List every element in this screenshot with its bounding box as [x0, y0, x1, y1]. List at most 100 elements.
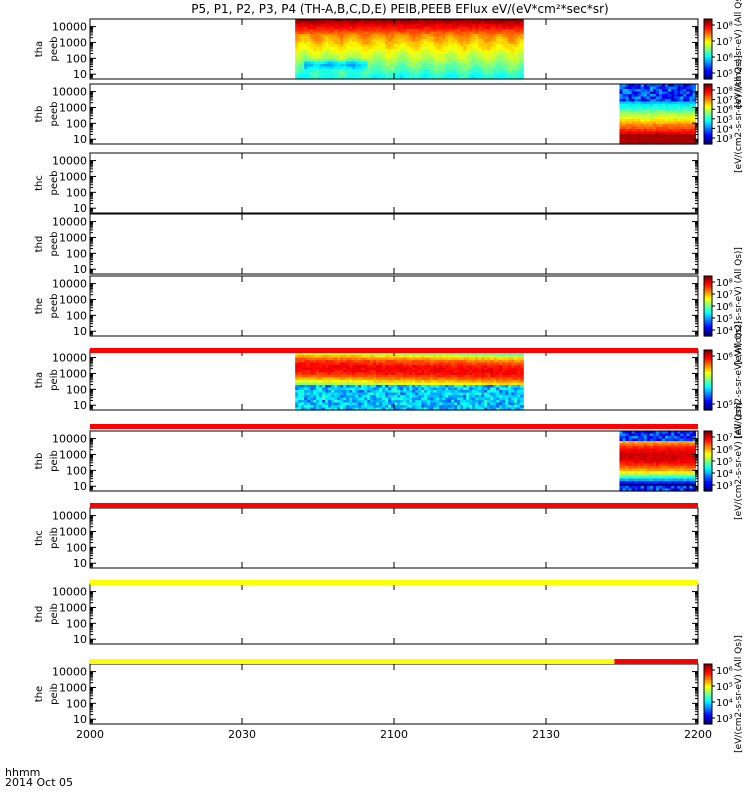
colorbar-tick-label: 10⁵: [716, 400, 733, 411]
spectrogram-cell: [680, 141, 684, 145]
y-tick-label: 100: [66, 383, 87, 396]
spectrogram-cell: [334, 382, 338, 386]
spectrogram-cell: [643, 141, 648, 145]
spectrogram-cell: [496, 402, 500, 406]
spectrogram-cell: [625, 478, 630, 482]
spectrogram-cell: [457, 397, 461, 401]
spectrogram-cell: [403, 365, 407, 369]
spectrogram-cell: [349, 400, 353, 404]
spectrogram-cell: [388, 375, 392, 379]
spectrogram-cell: [334, 380, 338, 384]
spectrogram-cell: [469, 59, 473, 63]
spectrogram-cell: [463, 392, 467, 396]
spectrogram-cell: [340, 387, 344, 391]
spectrogram-cell: [448, 360, 452, 364]
spectrogram-cell: [433, 21, 437, 25]
spectrogram-cell: [475, 402, 479, 406]
spectrogram-cell: [472, 352, 476, 356]
spectrogram-cell: [316, 41, 320, 45]
spectrogram-cell: [649, 109, 654, 113]
spectrogram-cell: [310, 395, 314, 399]
spectrogram-cell: [466, 400, 470, 404]
spectrogram-cell: [382, 355, 386, 359]
spectrogram-cell: [658, 86, 663, 90]
spectrogram-cell: [463, 372, 467, 376]
spectrogram-cell: [490, 64, 494, 68]
spectrogram-cell: [637, 104, 642, 108]
spectrogram-cell: [385, 370, 389, 374]
spectrogram-cell: [433, 365, 437, 369]
spectrogram-cell: [382, 380, 386, 384]
spectrogram-cell: [668, 96, 672, 100]
spectrogram-cell: [343, 29, 347, 33]
spectrogram-cell: [496, 407, 500, 411]
spectrogram-cell: [469, 19, 473, 23]
colorbar-cell: [704, 116, 712, 119]
spectrogram-cell: [304, 400, 308, 404]
spectrogram-cell: [307, 372, 311, 376]
spectrogram-cell: [352, 54, 356, 58]
spectrogram-cell: [316, 395, 320, 399]
spectrogram-cell: [397, 41, 401, 45]
spectrogram-cell: [340, 51, 344, 55]
spectrogram-cell: [355, 49, 359, 53]
spectrogram-cell: [475, 365, 479, 369]
panel-frame: [89, 275, 699, 337]
spectrogram-cell: [346, 355, 350, 359]
spectrogram-cell: [646, 141, 651, 145]
spectrogram-cell: [376, 59, 380, 63]
spectrogram-cell: [674, 136, 678, 140]
spectrogram-cell: [625, 139, 630, 143]
spectrogram-cell: [301, 26, 305, 30]
spectrogram-cell: [352, 382, 356, 386]
spectrogram-cell: [508, 397, 512, 401]
spectrogram-cell: [430, 362, 434, 366]
spectrogram-cell: [508, 360, 512, 364]
spectrogram-cell: [505, 392, 509, 396]
spectrogram-cell: [319, 26, 323, 30]
spectrogram-cell: [622, 91, 627, 95]
spectrogram-cell: [487, 365, 491, 369]
spectrogram-cell: [385, 405, 389, 409]
spectrogram-cell: [502, 387, 506, 391]
spectrogram-cell: [421, 365, 425, 369]
spectrogram-cell: [370, 51, 374, 55]
spectrogram-cell: [442, 380, 446, 384]
spectrogram-cell: [403, 44, 407, 48]
spectrogram-cell: [478, 31, 482, 35]
spectrogram-cell: [295, 390, 299, 394]
spectrogram-cell: [331, 29, 335, 33]
spectrogram-cell: [334, 26, 338, 30]
spectrogram-cell: [340, 367, 344, 371]
spectrogram-cell: [364, 355, 368, 359]
spectrogram-cell: [421, 402, 425, 406]
spectrogram-cell: [385, 400, 389, 404]
spectrogram-cell: [634, 129, 639, 133]
spectrogram-cell: [307, 69, 311, 73]
spectrogram-cell: [692, 141, 697, 145]
spectrogram-cell: [415, 352, 419, 356]
spectrogram-cell: [637, 119, 642, 123]
spectrogram-cell: [406, 382, 410, 386]
spectrogram-cell: [373, 51, 377, 55]
spectrogram-cell: [508, 69, 512, 73]
spectrogram-cell: [400, 69, 404, 73]
spectrogram-cell: [418, 76, 422, 80]
spectrogram-cell: [316, 49, 320, 53]
spectrogram-cell: [463, 39, 467, 43]
colorbar-tick-label: 10⁸: [716, 278, 733, 289]
spectrogram-cell: [397, 372, 401, 376]
spectrogram-cell: [668, 86, 672, 90]
spectrogram-cell: [322, 24, 326, 28]
spectrogram-cell: [328, 66, 332, 70]
spectrogram-cell: [457, 407, 461, 411]
spectrogram-cell: [668, 134, 672, 138]
spectrogram-cell: [631, 96, 636, 100]
spectrogram-cell: [397, 390, 401, 394]
spectrogram-cell: [514, 71, 518, 75]
spectrogram-cell: [310, 44, 314, 48]
spectrogram-cell: [418, 355, 422, 359]
spectrogram-cell: [394, 360, 398, 364]
spectrogram-cell: [634, 84, 639, 88]
spectrogram-cell: [505, 395, 509, 399]
